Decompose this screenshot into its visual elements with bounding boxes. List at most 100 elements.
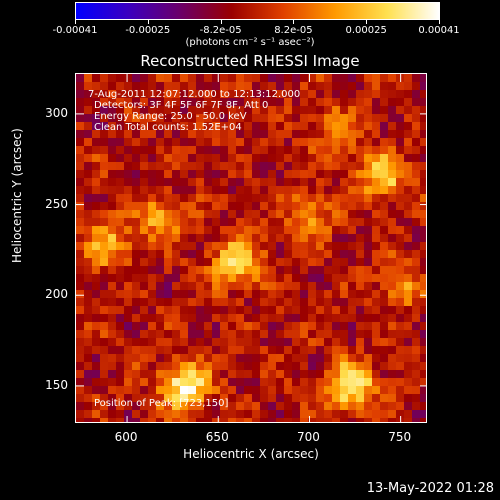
heatmap-cell xyxy=(420,362,426,370)
heatmap-cell xyxy=(212,130,220,138)
heatmap-cell xyxy=(348,242,356,250)
heatmap-cell xyxy=(300,362,308,370)
heatmap-cell xyxy=(124,394,132,402)
heatmap-cell xyxy=(188,258,196,266)
heatmap-cell xyxy=(124,362,132,370)
heatmap-cell xyxy=(284,338,292,346)
heatmap-cell xyxy=(420,330,426,338)
heatmap-cell xyxy=(84,234,92,242)
heatmap-cell xyxy=(156,154,164,162)
heatmap-cell xyxy=(252,122,260,130)
heatmap-cell xyxy=(132,202,140,210)
heatmap-cell xyxy=(276,162,284,170)
heatmap-cell xyxy=(156,226,164,234)
heatmap-cell xyxy=(108,362,116,370)
heatmap-cell xyxy=(364,314,372,322)
heatmap-cell xyxy=(260,82,268,90)
heatmap-cell xyxy=(284,394,292,402)
heatmap-cell xyxy=(396,338,404,346)
heatmap-cell xyxy=(116,306,124,314)
heatmap-cell xyxy=(244,314,252,322)
heatmap-cell xyxy=(388,290,396,298)
heatmap-cell xyxy=(396,298,404,306)
heatmap-cell xyxy=(172,106,180,114)
heatmap-cell xyxy=(204,234,212,242)
heatmap-cell xyxy=(156,250,164,258)
heatmap-cell xyxy=(116,146,124,154)
heatmap-cell xyxy=(100,130,108,138)
heatmap-cell xyxy=(196,354,204,362)
heatmap-cell xyxy=(236,114,244,122)
heatmap-cell xyxy=(196,402,204,410)
heatmap-cell xyxy=(220,138,228,146)
heatmap-cell xyxy=(236,410,244,418)
heatmap-cell xyxy=(276,338,284,346)
heatmap-cell xyxy=(84,90,92,98)
heatmap-cell xyxy=(92,98,100,106)
heatmap-cell xyxy=(220,210,228,218)
heatmap-cell xyxy=(268,418,276,422)
heatmap-cell xyxy=(108,82,116,90)
heatmap-cell xyxy=(132,370,140,378)
heatmap-cell xyxy=(156,378,164,386)
heatmap-cell xyxy=(220,114,228,122)
heatmap-cell xyxy=(412,274,420,282)
heatmap-cell xyxy=(412,338,420,346)
heatmap-cell xyxy=(196,82,204,90)
heatmap-cell xyxy=(124,90,132,98)
heatmap-cell xyxy=(92,138,100,146)
heatmap-cell xyxy=(100,250,108,258)
heatmap-cell xyxy=(340,170,348,178)
heatmap-cell xyxy=(324,314,332,322)
heatmap-cell xyxy=(340,146,348,154)
heatmap-cell xyxy=(332,370,340,378)
heatmap-cell xyxy=(148,258,156,266)
heatmap-cell xyxy=(356,386,364,394)
heatmap-cell xyxy=(412,98,420,106)
heatmap-cell xyxy=(228,410,236,418)
heatmap-cell xyxy=(388,410,396,418)
heatmap-cell xyxy=(396,234,404,242)
heatmap-cell xyxy=(388,282,396,290)
heatmap-cell xyxy=(420,210,426,218)
heatmap-cell xyxy=(236,242,244,250)
heatmap-cell xyxy=(372,194,380,202)
heatmap-cell xyxy=(356,90,364,98)
heatmap-cell xyxy=(284,106,292,114)
heatmap-cell xyxy=(340,114,348,122)
annotation-clean-counts: Clean Total counts: 1.52E+04 xyxy=(94,122,242,133)
heatmap-cell xyxy=(148,122,156,130)
heatmap-cell xyxy=(404,178,412,186)
heatmap-cell xyxy=(236,354,244,362)
heatmap-cell xyxy=(404,338,412,346)
heatmap-cell xyxy=(364,194,372,202)
heatmap-cell xyxy=(76,330,84,338)
heatmap-cell xyxy=(244,154,252,162)
heatmap-cell xyxy=(204,410,212,418)
heatmap-cell xyxy=(332,402,340,410)
heatmap-cell xyxy=(172,82,180,90)
heatmap-cell xyxy=(324,282,332,290)
heatmap-cell xyxy=(196,178,204,186)
heatmap-cell xyxy=(244,330,252,338)
heatmap-cell xyxy=(308,130,316,138)
heatmap-cell xyxy=(244,114,252,122)
heatmap-cell xyxy=(204,322,212,330)
heatmap-cell xyxy=(204,210,212,218)
heatmap-cell xyxy=(76,290,84,298)
heatmap-cell xyxy=(164,178,172,186)
heatmap-cell xyxy=(380,234,388,242)
heatmap-cell xyxy=(188,274,196,282)
heatmap-cell xyxy=(300,234,308,242)
heatmap-cell xyxy=(260,170,268,178)
heatmap-cell xyxy=(84,202,92,210)
heatmap-cell xyxy=(380,194,388,202)
heatmap-cell xyxy=(388,122,396,130)
heatmap-cell xyxy=(340,298,348,306)
heatmap-cell xyxy=(324,178,332,186)
heatmap-cell xyxy=(324,410,332,418)
heatmap-cell xyxy=(212,298,220,306)
heatmap-cell xyxy=(412,90,420,98)
heatmap-cell xyxy=(196,154,204,162)
heatmap-cell xyxy=(412,106,420,114)
